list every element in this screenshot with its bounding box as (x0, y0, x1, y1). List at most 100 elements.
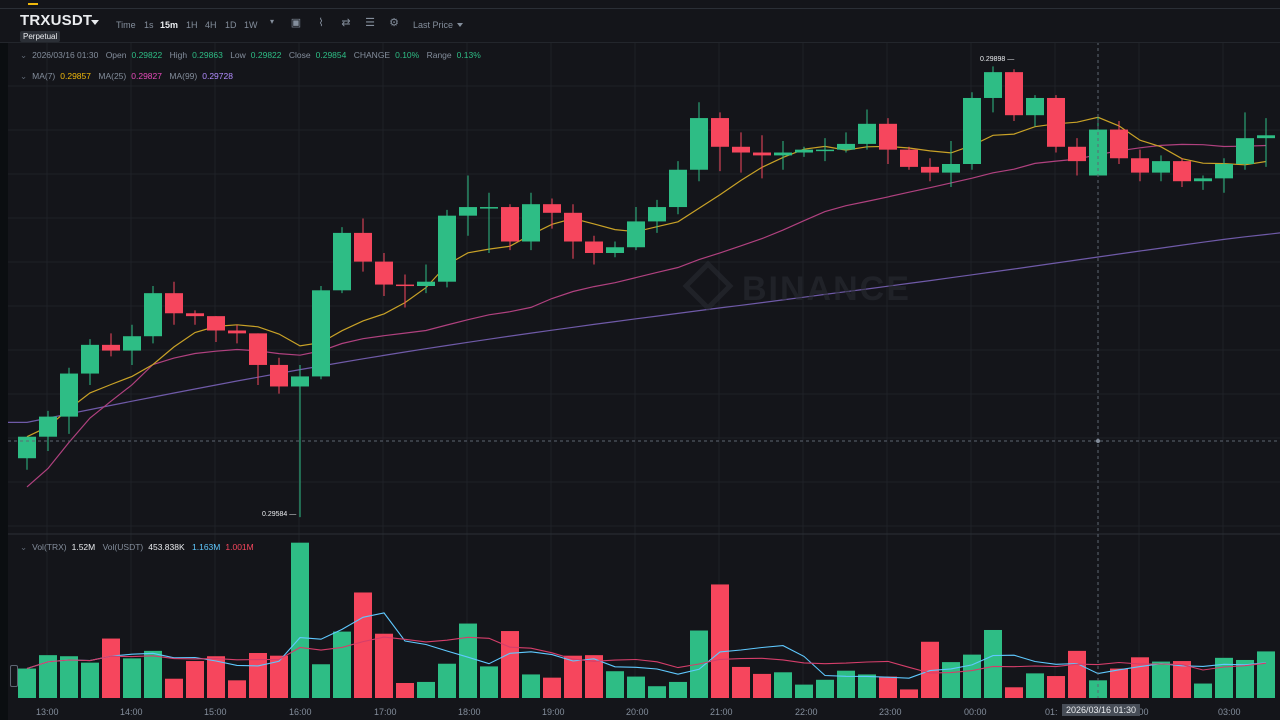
ohlc-date: 2026/03/16 01:30 (32, 50, 99, 60)
candle-body (1194, 178, 1212, 182)
volume-bar (1257, 651, 1275, 698)
ma7-path (26, 116, 1267, 438)
candle-body (1005, 72, 1023, 116)
candle-body (963, 97, 981, 164)
volume-bar (774, 672, 792, 698)
candle-body (1152, 161, 1170, 173)
high-price-marker: 0.29898 — (980, 56, 1015, 63)
low-price-text: 0.29584 (262, 511, 288, 518)
chart-type-icon[interactable]: ▣ (290, 17, 302, 29)
compare-icon[interactable]: ⇄ (341, 17, 351, 29)
volume-bar (354, 592, 372, 698)
chart-grid (8, 41, 1280, 698)
candle-body (858, 123, 876, 144)
candle-body (732, 146, 750, 153)
volume-bar (81, 662, 99, 698)
x-axis-tick-label: 23:00 (879, 707, 902, 717)
volume-bar (144, 650, 162, 698)
price-type-dropdown-icon[interactable] (457, 23, 463, 27)
volume-bar (1047, 676, 1065, 698)
high-label: High (169, 50, 188, 60)
more-timeframes-icon[interactable]: ▾ (269, 17, 274, 26)
tf-1h[interactable]: 1H (186, 20, 198, 30)
volume-bar (375, 633, 393, 698)
candle-body (417, 281, 435, 286)
volume-bar (963, 654, 981, 698)
candle-body (585, 241, 603, 253)
ma99-path (8, 232, 1280, 423)
candle-body (921, 166, 939, 173)
candle-body (375, 261, 393, 285)
candle-body (123, 336, 141, 351)
candle-body (774, 152, 792, 156)
volume-bar (795, 684, 813, 698)
active-tab-marker (28, 3, 38, 5)
symbol-dropdown-icon[interactable] (91, 20, 99, 25)
low-price-marker: 0.29584 — (262, 511, 297, 518)
volume-bar (585, 655, 603, 698)
candle-body (711, 118, 729, 147)
volume-bar (459, 623, 477, 698)
candle-body (543, 204, 561, 213)
candle-body (60, 373, 78, 417)
open-value: 0.29822 (131, 50, 163, 60)
close-value: 0.29854 (315, 50, 347, 60)
ma7-value: 0.29857 (60, 71, 91, 81)
ma99-label: MA(99) (169, 71, 198, 81)
x-axis-tick-label: 17:00 (374, 707, 397, 717)
collapse-chevron-icon[interactable]: ⌄ (20, 50, 28, 60)
high-value: 0.29863 (192, 50, 223, 60)
watermark-text: BINANCE (742, 270, 911, 308)
ma25-line (26, 143, 1267, 488)
resize-handle[interactable] (10, 665, 18, 687)
ma-collapse-chevron-icon[interactable]: ⌄ (20, 71, 28, 81)
x-axis-tick-label: 22:00 (795, 707, 818, 717)
candle-body (1173, 161, 1191, 182)
volume-bar (816, 679, 834, 698)
tf-1w[interactable]: 1W (244, 20, 258, 30)
volume-bar (207, 656, 225, 698)
tf-4h[interactable]: 4H (205, 20, 217, 30)
volume-bar (1026, 673, 1044, 698)
volume-bar (669, 681, 687, 698)
volume-bar (123, 658, 141, 698)
price-type-select[interactable]: Last Price (413, 20, 454, 30)
volume-bar (1068, 650, 1086, 698)
volume-bar (627, 676, 645, 698)
volume-bar (333, 631, 351, 698)
tf-15m[interactable]: 15m (160, 20, 179, 30)
candle-body (648, 207, 666, 222)
left-panel-edge (0, 0, 8, 720)
tf-1s[interactable]: 1s (144, 20, 154, 30)
crosshair-dot (1096, 439, 1100, 443)
candle-body (39, 416, 57, 437)
vol-ma2-value: 1.001M (225, 542, 254, 552)
chart-toolbar: TRXUSDT Perpetual Time 1s 15m 1H 4H 1D 1… (0, 0, 1280, 43)
tf-time[interactable]: Time (116, 20, 136, 30)
volume-bar (396, 683, 414, 698)
x-axis-tick-label: :00 (1136, 707, 1149, 717)
candle-body (984, 72, 1002, 98)
candles-group (18, 66, 1275, 518)
symbol-title[interactable]: TRXUSDT (20, 12, 93, 29)
volume-bar (858, 674, 876, 698)
candle-body (144, 293, 162, 337)
x-axis-tick-label: 01: (1045, 707, 1058, 717)
tf-1d[interactable]: 1D (225, 20, 237, 30)
indicator-icon[interactable]: ⌇ (318, 17, 324, 29)
open-label: Open (105, 50, 127, 60)
candle-body (837, 143, 855, 150)
range-value: 0.13% (456, 50, 481, 60)
layout-icon[interactable]: ☰ (365, 17, 375, 29)
vol-collapse-chevron-icon[interactable]: ⌄ (20, 542, 28, 552)
candle-body (459, 207, 477, 216)
candle-body (1110, 129, 1128, 159)
volume-legend: ⌄ Vol(TRX) 1.52M Vol(USDT) 453.838K 1.163M 1… (20, 542, 259, 553)
candle-body (795, 149, 813, 153)
ma99-value: 0.29728 (202, 71, 233, 81)
settings-icon[interactable]: ⚙ (389, 17, 399, 29)
volume-bar (312, 664, 330, 698)
ma25-value: 0.29827 (131, 71, 162, 81)
x-axis-tick-label: 21:00 (710, 707, 733, 717)
